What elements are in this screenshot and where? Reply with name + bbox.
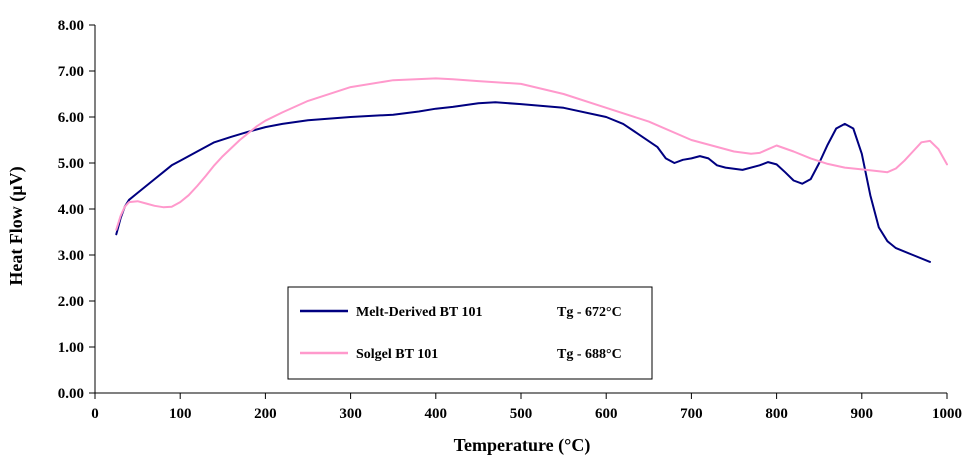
x-tick-label: 400 <box>425 406 448 422</box>
x-tick-label: 800 <box>765 406 788 422</box>
x-tick-label: 700 <box>680 406 703 422</box>
legend-tg-solgel: Tg - 688°C <box>557 347 622 362</box>
x-tick-label: 600 <box>595 406 618 422</box>
legend: Melt-Derived BT 101 Tg - 672°C Solgel BT… <box>287 286 653 380</box>
y-tick-label: 4.00 <box>58 202 84 218</box>
y-tick-label: 6.00 <box>58 110 84 126</box>
legend-label-melt-derived: Melt-Derived BT 101 <box>356 305 483 320</box>
x-tick-label: 200 <box>254 406 277 422</box>
y-tick-label: 1.00 <box>58 340 84 356</box>
series-layer <box>115 77 948 263</box>
y-tick-label: 2.00 <box>58 294 84 310</box>
y-axis-title: Heat Flow (µV) <box>6 166 27 285</box>
solgel-line <box>115 77 948 231</box>
x-tick-label: 100 <box>169 406 192 422</box>
x-ticks: 0 100 200 300 400 500 600 700 800 900 1000 <box>91 393 962 422</box>
legend-box <box>287 286 653 380</box>
melt-derived-line <box>115 101 931 263</box>
y-tick-label: 0.00 <box>58 386 84 402</box>
x-axis-title: Temperature (°C) <box>454 435 591 456</box>
y-ticks: 0.00 1.00 2.00 3.00 4.00 5.00 6.00 7.00 8.00 <box>58 18 95 402</box>
y-tick-label: 7.00 <box>58 64 84 80</box>
x-tick-label: 0 <box>91 406 99 422</box>
x-tick-label: 900 <box>851 406 874 422</box>
y-tick-label: 3.00 <box>58 248 84 264</box>
x-tick-label: 300 <box>339 406 362 422</box>
legend-tg-melt-derived: Tg - 672°C <box>557 305 622 320</box>
y-tick-label: 8.00 <box>58 18 84 34</box>
legend-label-solgel: Solgel BT 101 <box>356 347 438 362</box>
x-tick-label: 500 <box>510 406 533 422</box>
x-tick-label: 1000 <box>932 406 962 422</box>
y-tick-label: 5.00 <box>58 156 84 172</box>
